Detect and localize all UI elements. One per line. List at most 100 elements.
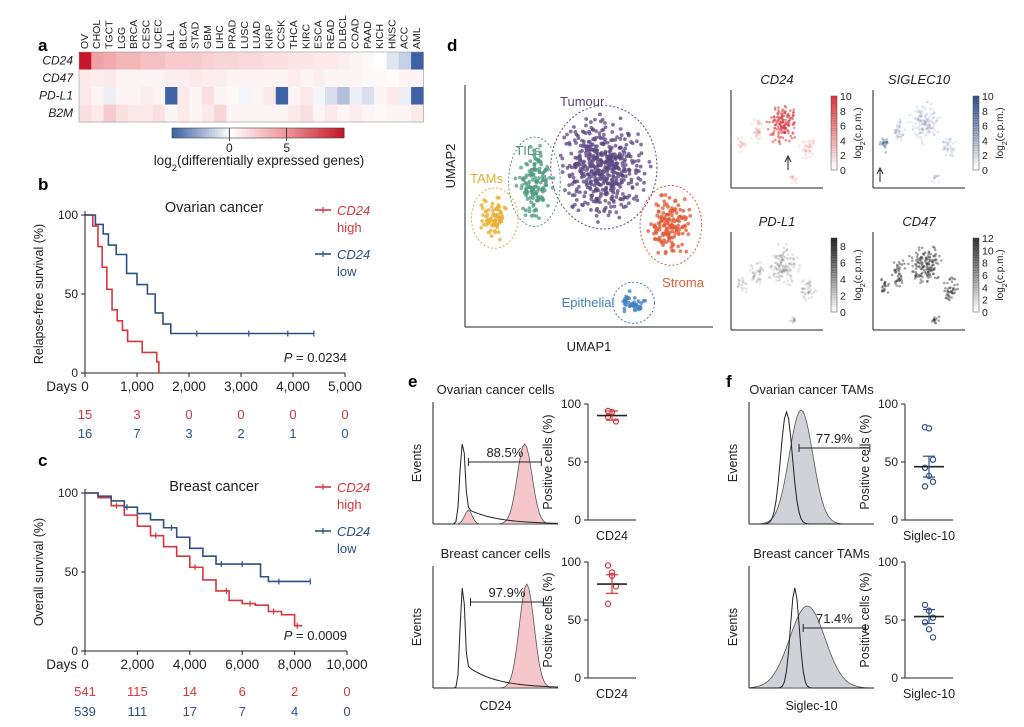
heatmap-column-label: UCEC (153, 19, 165, 49)
feature-colorbar-segment (831, 105, 837, 109)
umap-point (589, 208, 593, 212)
feature-point (932, 319, 936, 322)
feature-point (925, 262, 929, 266)
feature-point (752, 275, 755, 278)
feature-point (949, 286, 952, 289)
feature-point (883, 282, 887, 285)
feature-point (928, 273, 932, 277)
feature-point (739, 145, 743, 148)
umap-point (627, 296, 632, 301)
umap-point (582, 194, 587, 199)
feature-point (917, 121, 921, 125)
feature-point (944, 137, 948, 141)
feature-point (908, 113, 912, 117)
feature-point (931, 258, 935, 262)
feature-title: CD24 (760, 72, 793, 87)
feature-point (922, 265, 926, 268)
feature-point (791, 320, 794, 323)
heatmap-column-label: BLCA (177, 22, 189, 49)
heatmap-cell (411, 87, 424, 105)
umap-point (641, 188, 646, 192)
colorbar-segment (252, 128, 256, 138)
heatmap-cell (189, 104, 203, 123)
feature-colorbar-segment (973, 252, 979, 256)
feature-point (735, 138, 739, 141)
feature-point (737, 282, 740, 286)
feature-point (754, 269, 758, 273)
umap-point (617, 215, 622, 220)
colorbar-segment (194, 128, 199, 138)
feature-point (808, 142, 811, 145)
feature-point (790, 177, 794, 180)
feature-point (928, 123, 931, 127)
feature-point (882, 140, 885, 144)
umap-point (595, 144, 599, 149)
feature-point (741, 289, 744, 292)
feature-point (923, 115, 927, 118)
heatmap-cell (374, 87, 387, 105)
colorbar-segment (266, 128, 270, 138)
feature-point (946, 148, 950, 152)
feature-point (742, 142, 745, 146)
feature-point (930, 264, 933, 268)
umap-point (498, 216, 503, 221)
feature-colorbar-segment (973, 133, 979, 136)
feature-point (928, 130, 932, 134)
feature-point (932, 111, 936, 114)
heatmap-column-label: ALL (165, 30, 177, 49)
umap-point (492, 213, 497, 217)
feature-point (756, 121, 760, 124)
umap-point (677, 227, 682, 232)
umap-point (578, 150, 582, 154)
feature-point (947, 294, 951, 297)
dotplot-point (604, 600, 612, 607)
feature-point (812, 141, 815, 145)
feature-point (787, 262, 791, 266)
feature-point (782, 250, 786, 254)
umap-point (603, 137, 608, 142)
feature-point (786, 257, 790, 261)
colorbar-segment (341, 128, 345, 138)
feature-point (774, 266, 778, 270)
feature-point (744, 143, 748, 146)
feature-point (788, 262, 792, 265)
feature-point (881, 286, 884, 289)
feature-point (899, 135, 903, 139)
at-risk-high: 0 (185, 407, 192, 422)
feature-point (895, 279, 898, 283)
feature-point (949, 290, 952, 294)
feature-point (921, 142, 924, 146)
feature-point (918, 265, 921, 269)
feature-point (774, 261, 778, 265)
umap-point (611, 183, 615, 188)
umap-point (622, 309, 627, 314)
feature-point (892, 268, 896, 272)
umap-point (605, 169, 609, 174)
feature-point (933, 318, 936, 322)
feature-point (785, 273, 789, 276)
colorbar-segment (269, 128, 273, 138)
umap-point (594, 129, 598, 133)
heatmap-column-label: COAD (349, 18, 361, 49)
feature-colorbar-tick: 4 (982, 135, 988, 147)
feature-point (954, 140, 957, 143)
heatmap-cell (361, 104, 375, 123)
feature-point (792, 265, 795, 269)
umap-point (498, 210, 503, 214)
feature-point (793, 318, 796, 321)
heatmap-cell (325, 87, 338, 105)
feature-point (742, 286, 746, 290)
heatmap-column-label: LUAD (251, 21, 263, 49)
feature-point (898, 125, 901, 128)
feature-colorbar-segment (973, 105, 979, 109)
dotplot-y-tick-label: 50 (568, 613, 582, 627)
umap-point (527, 185, 532, 190)
feature-colorbar-segment (831, 140, 837, 144)
feature-colorbar-segment (973, 152, 979, 156)
legend-sublabel: high (337, 220, 362, 235)
feature-point (777, 110, 781, 114)
umap-point (619, 181, 623, 185)
umap-point (622, 177, 626, 182)
legend-sublabel: high (337, 497, 362, 512)
heatmap-cell (288, 52, 301, 70)
